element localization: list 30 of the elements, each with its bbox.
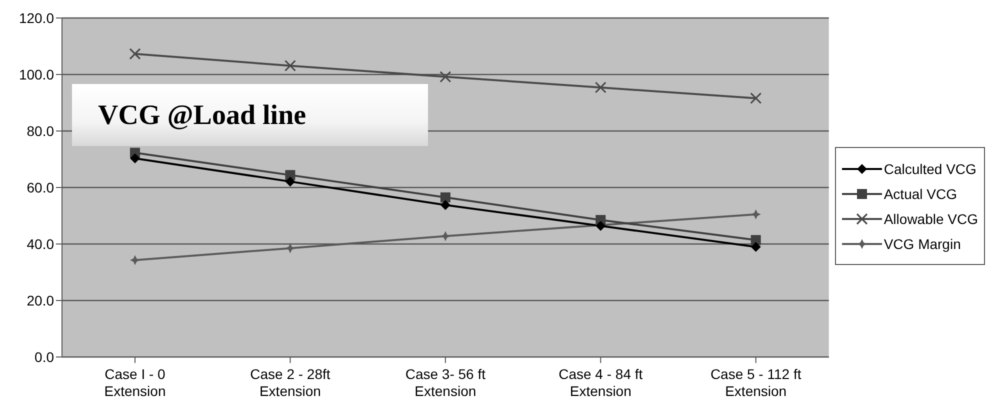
y-tick-label: 0.0 (34, 348, 54, 365)
point (750, 242, 761, 252)
point (750, 92, 762, 104)
point (129, 48, 141, 60)
y-tick-label: 40.0 (26, 236, 54, 252)
point (130, 255, 140, 266)
point (440, 192, 450, 202)
y-tick-label: 20.0 (26, 292, 54, 308)
point (440, 231, 450, 242)
point (440, 200, 450, 210)
legend-label: Allowable VCG (884, 210, 978, 226)
legend-label: Calculted VCG (884, 160, 976, 176)
x-tick-label: Case 2 - 28ft Extension (250, 366, 330, 399)
y-tick-label: 80.0 (26, 122, 54, 139)
x-tick-label: Case 4 - 84 ft Extension (558, 366, 643, 399)
x-tick-label: Case 3- 56 ft Extension (405, 366, 486, 399)
point (284, 60, 296, 72)
y-tick-label: 120.0 (18, 10, 54, 26)
y-tick-label: 60.0 (26, 179, 54, 196)
point (130, 153, 140, 164)
x-tick-label: Case I - 0 Extension (104, 366, 166, 399)
point (440, 70, 452, 83)
point (285, 176, 296, 187)
point (594, 82, 606, 94)
point (750, 209, 761, 220)
legend-label: VCG Margin (884, 236, 961, 252)
text: VCG @Load line (98, 100, 306, 132)
x-tick-label: Case 5 - 112 ft Extension (710, 366, 802, 399)
legend-label: Actual VCG (884, 186, 957, 202)
y-tick-label: 100.0 (18, 66, 54, 82)
